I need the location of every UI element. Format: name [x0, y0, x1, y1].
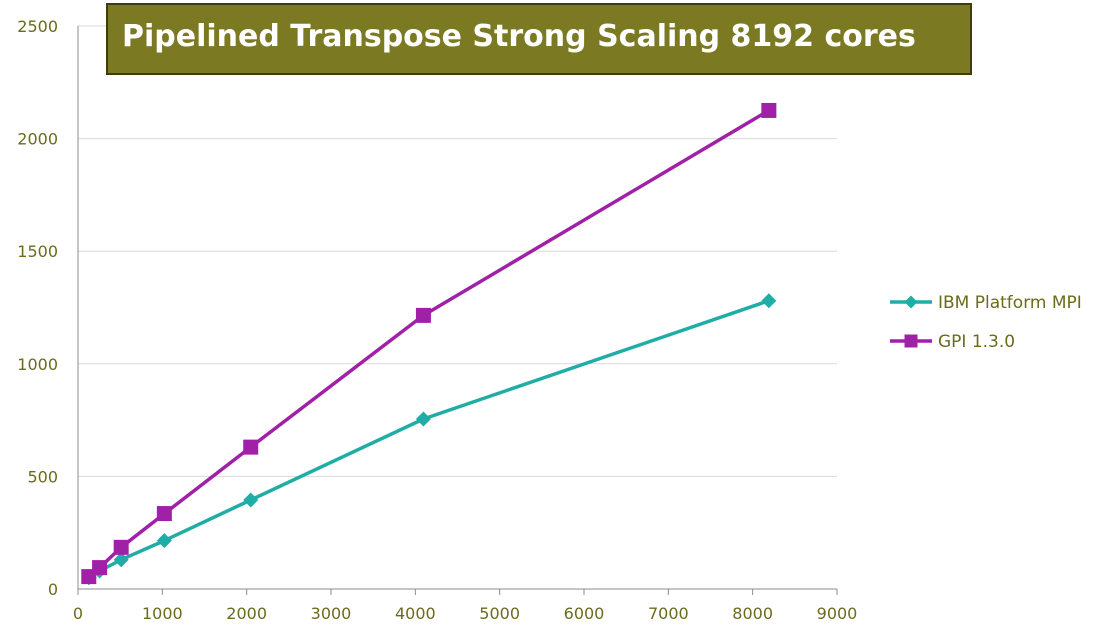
x-tick-label: 7000 — [648, 604, 689, 623]
data-point-diamond — [415, 411, 431, 427]
x-tick-label: 8000 — [732, 604, 773, 623]
series-layer — [81, 102, 777, 586]
data-point-square — [243, 439, 259, 455]
y-tick-label: 0 — [48, 580, 58, 599]
data-point-square — [761, 102, 777, 118]
x-tick-label: 6000 — [564, 604, 605, 623]
x-tick-label: 3000 — [311, 604, 352, 623]
y-tick-label: 1500 — [17, 242, 58, 261]
title-background — [106, 3, 972, 75]
x-tick-label: 5000 — [479, 604, 520, 623]
data-point-square — [92, 560, 108, 576]
legend-label: IBM Platform MPI — [938, 293, 1082, 313]
data-point-diamond — [761, 293, 777, 309]
x-tick-label: 2000 — [226, 604, 267, 623]
series-line — [87, 299, 770, 580]
data-point-diamond — [113, 552, 129, 568]
y-tick-label: 2500 — [17, 17, 58, 36]
data-point-square — [156, 506, 172, 522]
x-tick-label: 0 — [73, 604, 83, 623]
legend-entry: GPI 1.3.0 — [890, 332, 1015, 352]
y-tick-label: 500 — [27, 467, 58, 486]
y-tick-label: 2000 — [17, 130, 58, 149]
series-2 — [81, 102, 777, 585]
y-tick-label: 1000 — [17, 355, 58, 374]
chart-title: Pipelined Transpose Strong Scaling 8192 … — [122, 19, 916, 54]
data-point-diamond — [243, 492, 259, 508]
chart-title-box: Pipelined Transpose Strong Scaling 8192 … — [106, 3, 972, 75]
legend: IBM Platform MPI GPI 1.3.0 — [890, 293, 1082, 352]
legend-entry: IBM Platform MPI — [890, 293, 1082, 313]
data-point-square — [113, 539, 129, 555]
x-tick-label: 1000 — [142, 604, 183, 623]
x-tick-label: 9000 — [817, 604, 858, 623]
x-tick-label: 4000 — [395, 604, 436, 623]
axes: 0 500 1000 1500 2000 2500 0 1000 2000 3000 4000 500… — [17, 17, 857, 623]
data-point-square — [415, 307, 431, 323]
legend-label: GPI 1.3.0 — [938, 332, 1015, 352]
legend-marker-diamond — [904, 295, 918, 309]
series-line — [87, 108, 770, 578]
legend-marker-square — [904, 334, 918, 348]
data-point-diamond — [156, 533, 172, 549]
series-1 — [81, 293, 777, 586]
